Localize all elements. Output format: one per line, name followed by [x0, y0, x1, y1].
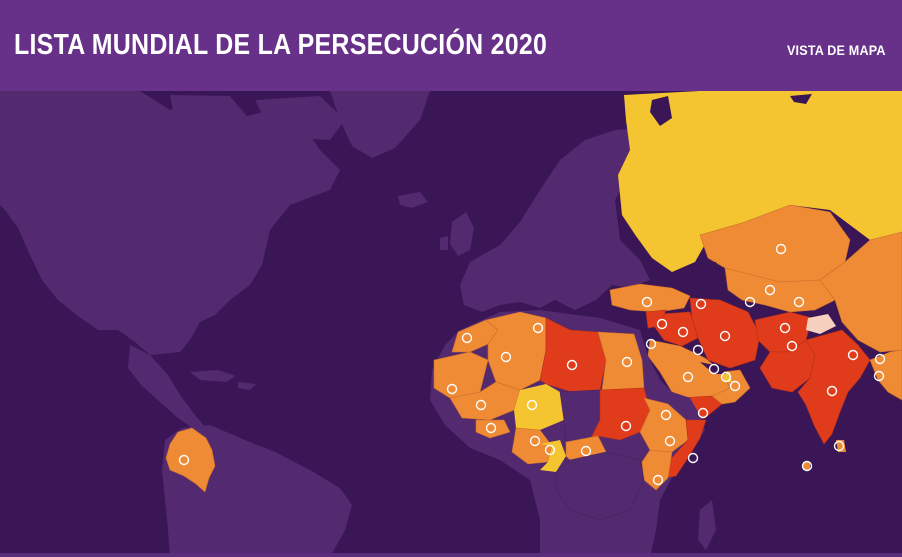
madagascar: [698, 500, 716, 550]
marker-mali[interactable]: [475, 399, 487, 411]
marker-yemen[interactable]: [697, 407, 709, 419]
country-china[interactable]: [819, 231, 902, 353]
country-sudan[interactable]: [589, 387, 651, 441]
marker-somalia[interactable]: [687, 452, 699, 464]
hatched-region: [806, 314, 836, 334]
marker-colombia[interactable]: [178, 454, 190, 466]
country-south-sudan-drc[interactable]: [555, 451, 645, 521]
country-uzbekistan-region[interactable]: [724, 267, 836, 313]
greenland: [330, 91, 430, 158]
marker-burkina-faso[interactable]: [485, 422, 497, 434]
europe-landmass[interactable]: [460, 128, 650, 312]
marker-tunisia[interactable]: [532, 322, 544, 334]
marker-jordan[interactable]: [645, 338, 657, 350]
marker-afghanistan[interactable]: [779, 322, 791, 334]
marker-mauritania[interactable]: [446, 383, 458, 395]
marker-syria[interactable]: [656, 318, 668, 330]
country-burkina-faso[interactable]: [475, 419, 511, 439]
marker-morocco[interactable]: [461, 332, 473, 344]
marker-car[interactable]: [580, 445, 592, 457]
iceland: [398, 192, 428, 208]
marker-eritrea[interactable]: [660, 409, 672, 421]
marker-ethiopia[interactable]: [664, 435, 676, 447]
map-view-link[interactable]: VISTA DE MAPA: [787, 42, 886, 58]
country-russia[interactable]: [618, 91, 902, 272]
caspian-sea: [702, 262, 720, 300]
marker-iraq[interactable]: [677, 326, 689, 338]
marker-bangladesh[interactable]: [873, 370, 885, 382]
marker-qatar[interactable]: [720, 371, 732, 383]
country-sri-lanka[interactable]: [836, 440, 846, 452]
russia-northern-gap: [650, 94, 812, 126]
uk-ireland: [440, 212, 474, 256]
country-niger[interactable]: [514, 384, 564, 430]
marker-bhutan[interactable]: [874, 353, 886, 365]
marker-turkmenistan[interactable]: [744, 296, 756, 308]
marker-niger[interactable]: [526, 399, 538, 411]
marker-sri-lanka[interactable]: [833, 440, 845, 452]
marker-kuwait[interactable]: [692, 344, 704, 356]
canada-islands: [170, 95, 345, 140]
marker-sudan[interactable]: [620, 420, 632, 432]
marker-india[interactable]: [826, 385, 838, 397]
marker-nigeria[interactable]: [529, 435, 541, 447]
country-mauritania[interactable]: [433, 351, 489, 399]
marker-oman[interactable]: [729, 380, 741, 392]
marker-pakistan[interactable]: [786, 340, 798, 352]
persian-gulf: [700, 362, 726, 374]
marker-turkey[interactable]: [641, 296, 653, 308]
header-bar: LISTA MUNDIAL DE LA PERSECUCIÓN 2020 VIS…: [0, 0, 902, 91]
country-cameroon[interactable]: [540, 440, 566, 472]
marker-cameroon[interactable]: [544, 444, 556, 456]
marker-iran[interactable]: [719, 330, 731, 342]
country-colombia[interactable]: [165, 427, 216, 493]
marker-nepal[interactable]: [847, 349, 859, 361]
central-america: [128, 345, 206, 432]
marker-kenya[interactable]: [652, 474, 664, 486]
marker-uae[interactable]: [708, 363, 720, 375]
marker-saudi-arabia[interactable]: [682, 371, 694, 383]
marker-azerbaijan[interactable]: [695, 298, 707, 310]
caribbean-islands: [190, 370, 256, 390]
country-maldives[interactable]: [803, 462, 810, 470]
marker-algeria[interactable]: [500, 351, 512, 363]
marker-tajikistan[interactable]: [793, 296, 805, 308]
marker-kazakhstan[interactable]: [775, 243, 787, 255]
marker-maldives[interactable]: [801, 460, 813, 472]
map-bottom-border: [0, 553, 902, 557]
country-somalia[interactable]: [663, 419, 707, 479]
marker-libya[interactable]: [566, 359, 578, 371]
marker-uzbekistan[interactable]: [764, 284, 776, 296]
country-kenya[interactable]: [641, 449, 673, 491]
page-title: LISTA MUNDIAL DE LA PERSECUCIÓN 2020: [14, 29, 548, 61]
country-markers[interactable]: [178, 243, 886, 486]
country-syria[interactable]: [645, 309, 667, 329]
world-map[interactable]: [0, 91, 902, 557]
north-america-landmass[interactable]: [0, 91, 340, 355]
marker-egypt[interactable]: [621, 356, 633, 368]
